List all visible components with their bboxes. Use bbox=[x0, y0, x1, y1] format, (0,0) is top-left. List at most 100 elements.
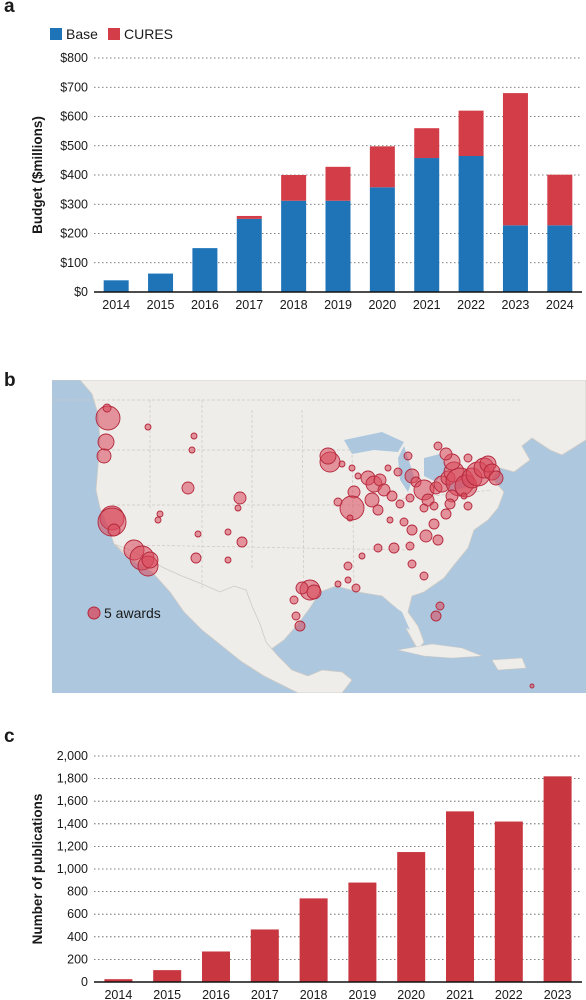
award-marker bbox=[440, 508, 452, 520]
award-marker bbox=[395, 499, 405, 509]
award-marker bbox=[319, 447, 337, 465]
award-marker bbox=[372, 504, 384, 516]
x-tick-label: 2018 bbox=[300, 988, 328, 1000]
award-marker bbox=[346, 514, 354, 522]
bar-cures-2017 bbox=[236, 215, 262, 219]
panel-label-c: c bbox=[4, 726, 15, 747]
bar-base-2021 bbox=[414, 158, 440, 292]
award-marker bbox=[97, 433, 115, 451]
award-marker bbox=[334, 580, 342, 588]
x-tick-label: 2017 bbox=[235, 298, 263, 312]
x-tick-label: 2015 bbox=[147, 298, 175, 312]
award-marker bbox=[432, 534, 444, 546]
legend-label-base: Base bbox=[66, 26, 98, 42]
publications-chart: 0 200 400 600 800 1,000 1,200 1,400 1,600 1,800 2,… bbox=[30, 749, 582, 1000]
y-tick-label: $200 bbox=[60, 227, 88, 241]
award-marker bbox=[433, 441, 443, 451]
award-marker bbox=[430, 610, 442, 622]
y-tick-label: 1,200 bbox=[57, 839, 88, 853]
award-marker bbox=[107, 523, 121, 537]
bar-value-2015 bbox=[153, 970, 182, 982]
x-tick-label: 2020 bbox=[368, 298, 396, 312]
y-tick-label: 1,800 bbox=[57, 772, 88, 786]
bar-base-2019 bbox=[325, 200, 351, 292]
award-marker bbox=[419, 529, 433, 543]
x-tick-label: 2023 bbox=[544, 988, 572, 1000]
award-marker bbox=[407, 559, 417, 569]
x-tick-label: 2020 bbox=[397, 988, 425, 1000]
map-legend-label: 5 awards bbox=[104, 605, 161, 621]
award-marker bbox=[96, 448, 112, 464]
y-tick-label: 800 bbox=[67, 885, 88, 899]
award-marker bbox=[373, 543, 383, 553]
bar-value-2014 bbox=[104, 979, 133, 982]
award-marker bbox=[154, 516, 162, 524]
y-tick-label: 0 bbox=[81, 975, 88, 989]
award-marker bbox=[386, 490, 398, 502]
bar-base-2016 bbox=[192, 248, 218, 292]
bar-base-2015 bbox=[148, 273, 174, 292]
award-marker bbox=[156, 510, 164, 518]
award-marker bbox=[399, 517, 409, 527]
bar-base-2017 bbox=[236, 218, 262, 292]
land-cuba bbox=[397, 643, 483, 659]
bar-cures-2019 bbox=[325, 166, 351, 201]
bar-base-2022 bbox=[458, 155, 484, 292]
bar-base-2020 bbox=[369, 187, 395, 292]
budget-chart: $0 $100 $200 $300 $400 $500 $600 $700 $800 Budget… bbox=[30, 26, 582, 312]
bar-value-2016 bbox=[202, 951, 230, 982]
x-tick-label: 2024 bbox=[546, 298, 574, 312]
award-marker bbox=[429, 501, 439, 511]
land-mexico bbox=[113, 543, 353, 694]
x-tick-label: 2016 bbox=[191, 298, 219, 312]
x-tick-label: 2022 bbox=[457, 298, 485, 312]
bar-base-2023 bbox=[502, 225, 528, 292]
award-marker bbox=[377, 483, 391, 497]
award-marker bbox=[354, 472, 362, 480]
award-marker bbox=[405, 493, 415, 503]
bar-value-2020 bbox=[397, 852, 426, 982]
y-tick-label: $800 bbox=[60, 51, 88, 65]
award-marker bbox=[428, 518, 440, 530]
award-marker bbox=[338, 460, 346, 468]
y-tick-label: $600 bbox=[60, 110, 88, 124]
legend-swatch-base bbox=[50, 28, 62, 40]
award-markers bbox=[95, 403, 535, 689]
award-marker bbox=[190, 552, 202, 564]
bar-cures-2018 bbox=[281, 175, 307, 201]
y-tick-label: 400 bbox=[67, 930, 88, 944]
y-tick-label: $100 bbox=[60, 256, 88, 270]
bar-cures-2022 bbox=[458, 110, 484, 156]
awards-map: 5 awards bbox=[52, 379, 586, 694]
x-tick-label: 2021 bbox=[446, 988, 474, 1000]
bar-base-2018 bbox=[281, 200, 307, 292]
legend-label-cures: CURES bbox=[124, 26, 173, 42]
map-svg: 5 awards bbox=[52, 379, 586, 694]
award-marker bbox=[463, 501, 473, 511]
x-tick-label: 2014 bbox=[104, 988, 132, 1000]
x-tick-label: 2014 bbox=[102, 298, 130, 312]
award-marker bbox=[435, 601, 445, 611]
award-marker bbox=[333, 497, 343, 507]
bar-cures-2023 bbox=[502, 93, 528, 226]
y-tick-label: 2,000 bbox=[57, 749, 88, 763]
award-marker bbox=[488, 470, 504, 486]
land-hispaniola bbox=[491, 657, 527, 671]
award-marker bbox=[386, 516, 394, 524]
y-tick-label: $400 bbox=[60, 168, 88, 182]
bar-value-2018 bbox=[299, 898, 328, 982]
x-tick-label: 2022 bbox=[495, 988, 523, 1000]
bar-cures-2021 bbox=[414, 128, 440, 159]
y-tick-label: 200 bbox=[67, 952, 88, 966]
award-marker bbox=[188, 446, 196, 454]
award-marker bbox=[224, 528, 232, 536]
award-marker bbox=[194, 530, 202, 538]
award-marker bbox=[403, 451, 413, 461]
great-lakes bbox=[344, 432, 476, 492]
y-tick-label: $700 bbox=[60, 80, 88, 94]
x-tick-label: 2015 bbox=[153, 988, 181, 1000]
award-marker bbox=[358, 552, 366, 560]
x-tick-label: 2019 bbox=[348, 988, 376, 1000]
award-marker bbox=[236, 536, 248, 548]
award-marker bbox=[388, 542, 400, 554]
